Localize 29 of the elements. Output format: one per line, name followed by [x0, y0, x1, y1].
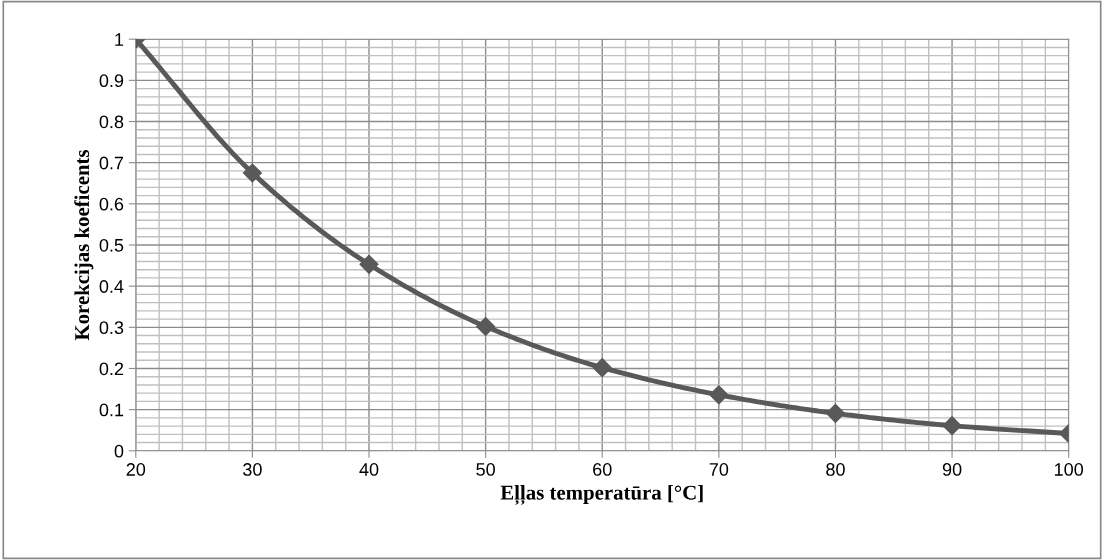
- x-tick-label: 40: [359, 463, 379, 476]
- point: [942, 416, 962, 436]
- x-tick-label: 30: [243, 463, 262, 476]
- x-tick-label: 90: [942, 463, 962, 476]
- x-tick-label: 20: [126, 463, 146, 476]
- x-tick-label: 60: [593, 463, 612, 476]
- y-tick-label: 0.5: [99, 238, 124, 252]
- point: [592, 358, 612, 378]
- y-axis-title: Korekcijas koeficents: [74, 149, 94, 341]
- x-tick-label: 80: [826, 463, 845, 476]
- y-tick-label: 0.9: [99, 74, 124, 88]
- y-tick-label: 0.1: [99, 403, 124, 417]
- y-tick-label: 1: [115, 33, 124, 46]
- point: [476, 316, 496, 337]
- y-tick-label: 0.3: [99, 321, 124, 335]
- y-tick-label: 0: [114, 444, 124, 458]
- x-tick-label: 100: [1054, 463, 1084, 476]
- y-tick-label: 0.2: [99, 362, 124, 376]
- y-tick-label: 0.8: [99, 115, 124, 129]
- y-tick-label: 0.7: [99, 156, 124, 170]
- point: [242, 163, 262, 183]
- point: [825, 403, 845, 423]
- y-tick-label: 0.6: [99, 197, 124, 211]
- x-axis-title: Eļļas temperatūra [°C]: [500, 484, 703, 505]
- y-tick-label: 0.4: [99, 280, 124, 293]
- point: [359, 254, 379, 274]
- x-tick-label: 70: [709, 463, 729, 476]
- x-tick-label: 50: [476, 463, 495, 476]
- point: [709, 385, 729, 405]
